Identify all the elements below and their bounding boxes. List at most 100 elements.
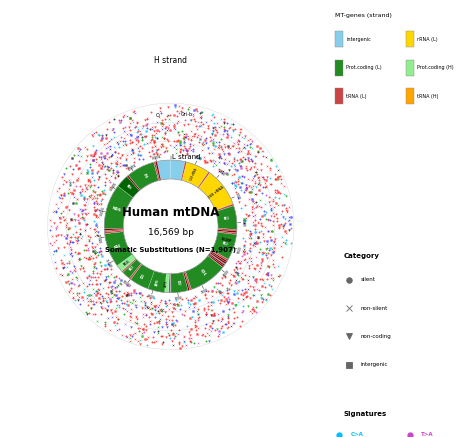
Wedge shape	[104, 160, 237, 293]
Text: Category: Category	[343, 253, 379, 260]
Text: 3000: 3000	[233, 191, 240, 200]
Wedge shape	[182, 162, 209, 187]
Text: rRNA (L): rRNA (L)	[417, 37, 438, 42]
Text: tRNA (L): tRNA (L)	[346, 94, 366, 99]
FancyBboxPatch shape	[406, 31, 414, 47]
Wedge shape	[117, 254, 136, 271]
Wedge shape	[123, 259, 141, 278]
Text: L strand: L strand	[172, 154, 201, 160]
Text: 5000: 5000	[237, 245, 243, 254]
Text: CO3: CO3	[140, 273, 146, 280]
Wedge shape	[184, 271, 191, 290]
Text: Human mtDNA: Human mtDNA	[122, 206, 219, 218]
Text: ND1: ND1	[224, 216, 230, 221]
Text: T>A: T>A	[421, 432, 434, 437]
Text: Prot.coding (H): Prot.coding (H)	[417, 65, 454, 70]
Text: CO1: CO1	[200, 269, 207, 277]
Text: CYB: CYB	[142, 173, 147, 179]
FancyBboxPatch shape	[406, 60, 414, 76]
Wedge shape	[210, 252, 227, 264]
Text: 11000: 11000	[104, 259, 112, 269]
Wedge shape	[104, 186, 133, 229]
Text: C>A: C>A	[350, 432, 363, 437]
Wedge shape	[155, 161, 161, 180]
Wedge shape	[104, 230, 124, 234]
Wedge shape	[185, 256, 223, 289]
Wedge shape	[105, 232, 132, 266]
Wedge shape	[215, 204, 234, 212]
FancyBboxPatch shape	[335, 88, 343, 104]
Wedge shape	[218, 231, 237, 235]
Text: intergenic: intergenic	[346, 37, 371, 42]
Text: 12S rRNA: 12S rRNA	[190, 168, 199, 181]
FancyBboxPatch shape	[335, 60, 343, 76]
Wedge shape	[211, 250, 228, 261]
Text: 8000: 8000	[174, 297, 182, 302]
Text: 7000: 7000	[201, 287, 209, 295]
Text: 16,569 bp: 16,569 bp	[148, 228, 193, 237]
Text: ND6: ND6	[126, 184, 133, 191]
Text: Prot.coding (L): Prot.coding (L)	[346, 65, 382, 70]
Text: 2000: 2000	[217, 169, 225, 177]
Text: non-silent: non-silent	[360, 305, 387, 311]
FancyBboxPatch shape	[335, 31, 343, 47]
Wedge shape	[218, 229, 237, 231]
Text: ATP6: ATP6	[155, 278, 161, 286]
Text: 13000: 13000	[96, 205, 102, 216]
Text: 4000: 4000	[241, 218, 246, 226]
Wedge shape	[171, 272, 188, 293]
Text: 15000: 15000	[125, 162, 135, 170]
Wedge shape	[216, 206, 237, 229]
Wedge shape	[208, 255, 224, 267]
Text: Somatic Substitutions (N=1,907): Somatic Substitutions (N=1,907)	[105, 247, 236, 253]
Text: Oₗ: Oₗ	[156, 113, 160, 118]
Text: tRNA (H): tRNA (H)	[417, 94, 438, 99]
Text: ATP8: ATP8	[164, 279, 169, 287]
Wedge shape	[210, 251, 228, 262]
Text: 9000: 9000	[146, 294, 155, 300]
Text: H strand: H strand	[154, 56, 187, 65]
Wedge shape	[131, 264, 155, 289]
Wedge shape	[183, 272, 190, 291]
Wedge shape	[198, 172, 210, 188]
Text: MT-genes (strand): MT-genes (strand)	[335, 13, 392, 18]
Text: intergenic: intergenic	[360, 362, 388, 368]
Wedge shape	[104, 229, 123, 232]
Wedge shape	[122, 258, 137, 272]
Text: ND2: ND2	[221, 242, 228, 247]
Text: ND4L: ND4L	[122, 258, 131, 267]
Wedge shape	[218, 230, 237, 233]
Text: ND4: ND4	[114, 244, 122, 250]
Text: 10000: 10000	[121, 280, 132, 289]
Wedge shape	[154, 162, 160, 180]
Text: non-coding: non-coding	[360, 334, 391, 339]
Text: ND5: ND5	[111, 206, 122, 212]
Text: CO2: CO2	[176, 280, 181, 286]
Text: Signatures: Signatures	[343, 411, 386, 417]
Text: 1000: 1000	[193, 155, 202, 162]
Wedge shape	[157, 160, 171, 180]
FancyBboxPatch shape	[406, 88, 414, 104]
Wedge shape	[128, 162, 158, 190]
Wedge shape	[199, 173, 233, 210]
Wedge shape	[148, 271, 166, 292]
Text: D-LOOP: D-LOOP	[220, 237, 232, 243]
Text: Ori-b: Ori-b	[181, 112, 192, 117]
Text: 14000: 14000	[106, 180, 115, 191]
Wedge shape	[209, 254, 225, 266]
Text: silent: silent	[360, 277, 375, 282]
Wedge shape	[127, 175, 140, 191]
Text: 6000: 6000	[222, 269, 230, 278]
Wedge shape	[164, 274, 169, 293]
Text: 16S rRNA: 16S rRNA	[208, 185, 225, 200]
Text: 12000: 12000	[96, 233, 101, 243]
Wedge shape	[129, 264, 142, 279]
Wedge shape	[169, 274, 171, 293]
Text: ND3: ND3	[129, 265, 136, 272]
Wedge shape	[181, 162, 187, 180]
Wedge shape	[212, 232, 237, 259]
Text: 16000: 16000	[150, 152, 160, 158]
Wedge shape	[171, 160, 185, 180]
Wedge shape	[104, 228, 123, 230]
Wedge shape	[118, 177, 139, 198]
